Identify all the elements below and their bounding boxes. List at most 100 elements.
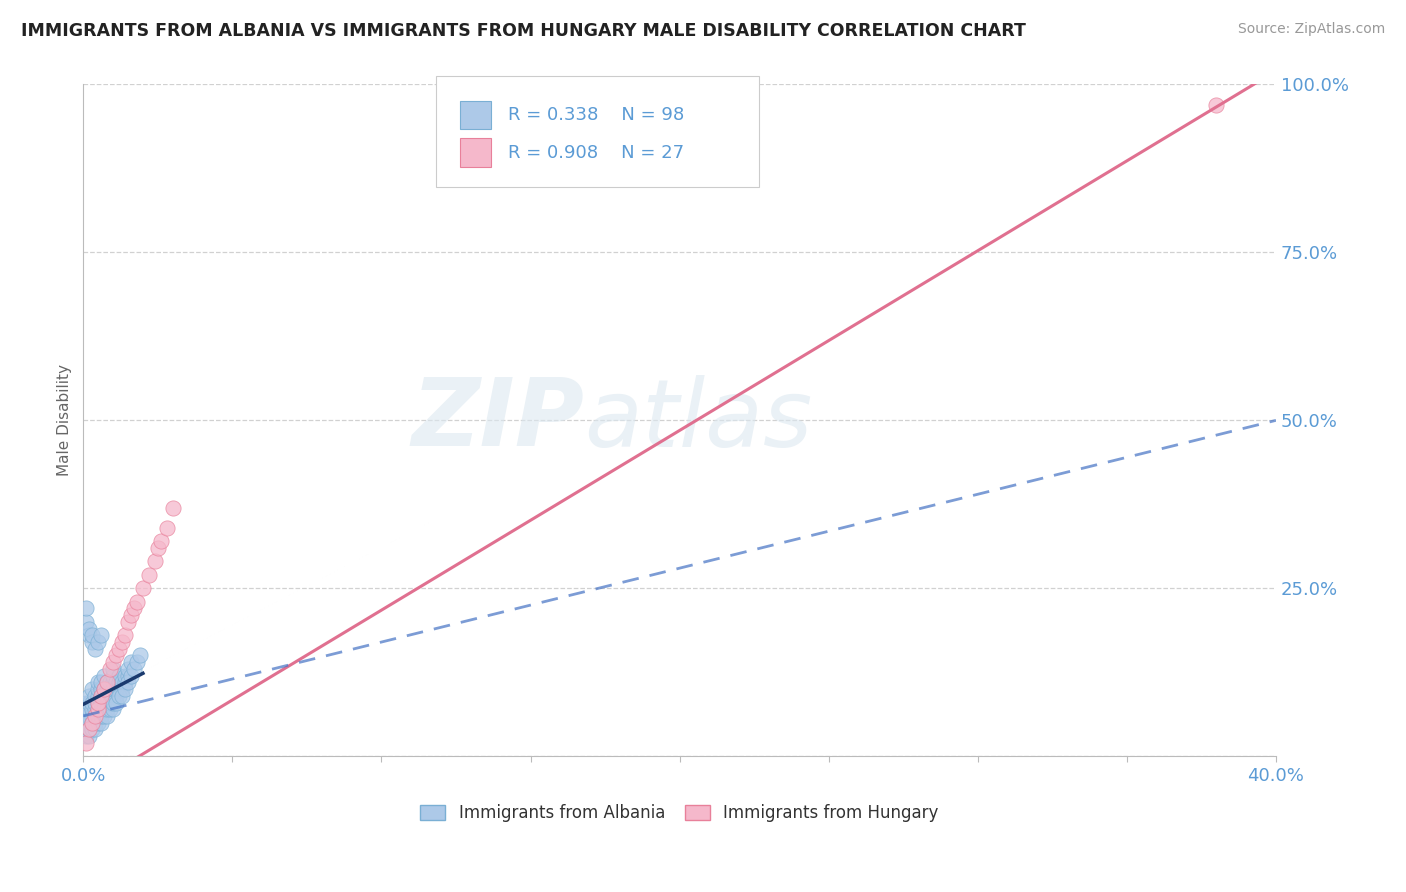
Point	[87, 709, 110, 723]
Point	[82, 709, 104, 723]
Point	[84, 709, 107, 723]
Point	[108, 682, 131, 697]
Point	[82, 702, 104, 716]
Text: ZIP: ZIP	[412, 375, 585, 467]
Point	[82, 723, 104, 737]
Point	[93, 682, 115, 697]
Point	[77, 622, 100, 636]
Point	[75, 696, 97, 710]
Text: R = 0.908    N = 27: R = 0.908 N = 27	[508, 144, 683, 161]
Point	[90, 689, 112, 703]
Text: Source: ZipAtlas.com: Source: ZipAtlas.com	[1237, 22, 1385, 37]
Point	[96, 702, 118, 716]
Point	[87, 702, 110, 716]
Point	[122, 601, 145, 615]
Point	[98, 675, 121, 690]
Point	[101, 668, 124, 682]
Point	[114, 675, 136, 690]
Point	[162, 500, 184, 515]
Point	[96, 709, 118, 723]
Point	[146, 541, 169, 555]
Point	[117, 668, 139, 682]
Point	[98, 696, 121, 710]
Text: atlas: atlas	[585, 375, 813, 466]
Point	[96, 689, 118, 703]
Point	[125, 655, 148, 669]
Point	[93, 689, 115, 703]
Point	[105, 648, 128, 663]
Point	[82, 696, 104, 710]
Point	[75, 736, 97, 750]
Point	[101, 689, 124, 703]
Point	[75, 723, 97, 737]
Point	[77, 696, 100, 710]
Point	[101, 675, 124, 690]
Point	[84, 689, 107, 703]
Point	[122, 662, 145, 676]
Point	[105, 696, 128, 710]
Point	[129, 648, 152, 663]
Point	[101, 655, 124, 669]
Text: IMMIGRANTS FROM ALBANIA VS IMMIGRANTS FROM HUNGARY MALE DISABILITY CORRELATION C: IMMIGRANTS FROM ALBANIA VS IMMIGRANTS FR…	[21, 22, 1026, 40]
Point	[101, 702, 124, 716]
Point	[96, 675, 118, 690]
Point	[75, 709, 97, 723]
Point	[90, 682, 112, 697]
Point	[149, 534, 172, 549]
Point	[96, 675, 118, 690]
Point	[90, 702, 112, 716]
Point	[120, 655, 142, 669]
Point	[90, 689, 112, 703]
Point	[117, 675, 139, 690]
Text: R = 0.338    N = 98: R = 0.338 N = 98	[508, 106, 683, 124]
Point	[75, 601, 97, 615]
Point	[114, 682, 136, 697]
Point	[84, 715, 107, 730]
Point	[96, 682, 118, 697]
Point	[82, 715, 104, 730]
Point	[84, 723, 107, 737]
Point	[93, 682, 115, 697]
Point	[108, 668, 131, 682]
Point	[143, 554, 166, 568]
Point	[84, 641, 107, 656]
Point	[93, 668, 115, 682]
Point	[87, 689, 110, 703]
Point	[125, 595, 148, 609]
Point	[111, 675, 134, 690]
Point	[77, 729, 100, 743]
Point	[101, 696, 124, 710]
Point	[90, 628, 112, 642]
Point	[132, 582, 155, 596]
Point	[105, 689, 128, 703]
Point	[120, 608, 142, 623]
Point	[117, 662, 139, 676]
Point	[84, 702, 107, 716]
Point	[77, 723, 100, 737]
Point	[90, 715, 112, 730]
Point	[98, 662, 121, 676]
Point	[93, 696, 115, 710]
Point	[87, 715, 110, 730]
Point	[105, 675, 128, 690]
Point	[77, 689, 100, 703]
Point	[77, 628, 100, 642]
Point	[98, 696, 121, 710]
Point	[82, 628, 104, 642]
Point	[98, 682, 121, 697]
Point	[77, 709, 100, 723]
Point	[90, 696, 112, 710]
Legend: Immigrants from Albania, Immigrants from Hungary: Immigrants from Albania, Immigrants from…	[420, 804, 939, 822]
Point	[117, 615, 139, 629]
Point	[87, 682, 110, 697]
Point	[75, 715, 97, 730]
Point	[101, 682, 124, 697]
Point	[120, 668, 142, 682]
Point	[77, 723, 100, 737]
Point	[77, 715, 100, 730]
Point	[75, 615, 97, 629]
Point	[77, 702, 100, 716]
Point	[87, 696, 110, 710]
Point	[75, 702, 97, 716]
Point	[101, 662, 124, 676]
